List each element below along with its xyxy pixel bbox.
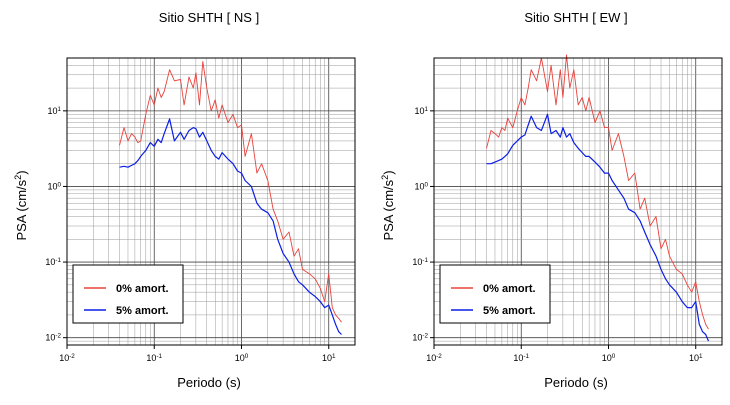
series-line-damping-5 xyxy=(119,118,342,335)
series-line-damping-5 xyxy=(486,113,710,342)
y-axis-label-group: PSA (cm/s2) xyxy=(380,170,396,240)
legend-label-damping-5: 5% amort. xyxy=(483,305,536,317)
y-axis-label: PSA (cm/s2) xyxy=(380,170,396,240)
series-line-damping-0 xyxy=(486,54,709,330)
plot-frame xyxy=(433,57,723,346)
series-line-damping-0 xyxy=(119,61,342,323)
x-tick-label: 10-1 xyxy=(513,353,529,364)
x-tick-label: 10-1 xyxy=(146,353,162,364)
y-tick-label: 100 xyxy=(414,181,428,192)
legend-label-damping-5: 5% amort. xyxy=(116,305,169,317)
plot-frame xyxy=(66,57,356,346)
y-axis-label: PSA (cm/s2) xyxy=(13,170,29,240)
y-tick-label: 101 xyxy=(414,105,428,116)
chart-title: Sitio SHTH [ EW ] xyxy=(524,10,627,25)
chart-title: Sitio SHTH [ NS ] xyxy=(159,10,259,25)
x-tick-label: 100 xyxy=(235,353,249,364)
chart-panel-ew: Sitio SHTH [ EW ] 10-2 10-1 100 101 10-2 10-1 1… xyxy=(380,10,723,390)
x-tick-label: 101 xyxy=(689,353,703,364)
y-tick-label: 10-1 xyxy=(45,257,61,268)
x-tick-label: 100 xyxy=(602,353,616,364)
legend-label-damping-0: 0% amort. xyxy=(116,283,169,295)
y-tick-label: 100 xyxy=(47,181,61,192)
x-axis-label: Periodo (s) xyxy=(177,375,241,390)
x-tick-label: 10-2 xyxy=(426,353,442,364)
legend-box xyxy=(439,264,551,324)
y-axis-label-group: PSA (cm/s2) xyxy=(13,170,29,240)
y-tick-label: 101 xyxy=(47,105,61,116)
legend-label-damping-0: 0% amort. xyxy=(483,283,536,295)
y-tick-label: 10-2 xyxy=(45,332,61,343)
legend-box xyxy=(72,264,184,324)
gridlines xyxy=(433,57,723,346)
y-tick-label: 10-1 xyxy=(412,257,428,268)
y-tick-label: 10-2 xyxy=(412,332,428,343)
x-tick-label: 101 xyxy=(322,353,336,364)
legend: 0% amort. 5% amort. xyxy=(439,264,551,324)
x-tick-label: 10-2 xyxy=(59,353,75,364)
x-axis-label: Periodo (s) xyxy=(544,375,608,390)
legend: 0% amort. 5% amort. xyxy=(72,264,184,324)
chart-panel-ns: Sitio SHTH [ NS ] 10-2 10-1 100 101 10-2 10-1 1… xyxy=(13,10,356,390)
